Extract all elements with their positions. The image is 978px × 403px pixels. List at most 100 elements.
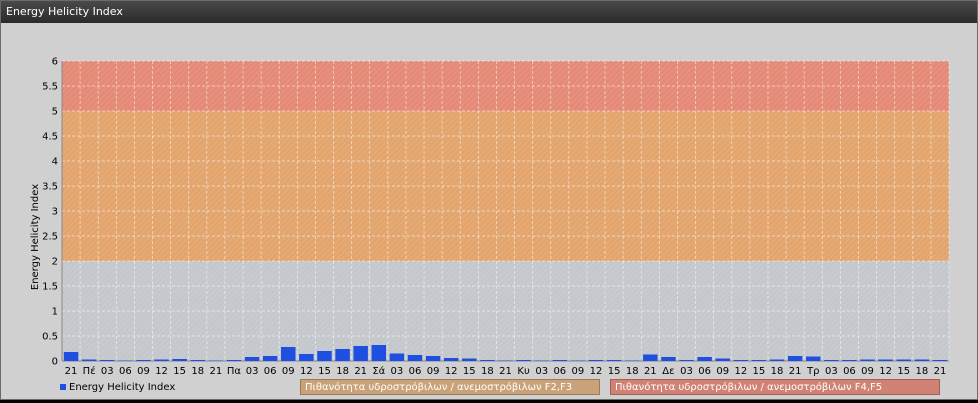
x-tick-label: 06 (119, 366, 132, 377)
bar (824, 360, 839, 361)
y-tick-label: 2 (52, 257, 58, 268)
x-tick-label: 18 (336, 366, 349, 377)
x-tick-label: 21 (210, 366, 223, 377)
x-tick-label: 06 (553, 366, 566, 377)
bar (154, 359, 169, 361)
bar (443, 358, 459, 361)
x-tick-label: 12 (445, 366, 458, 377)
x-tick-label: Τρ (806, 366, 819, 377)
x-tick-label: Σά (372, 365, 385, 377)
x-tick-label: 21 (789, 366, 802, 377)
x-tick-label: 03 (535, 366, 548, 377)
y-tick-label: 1.5 (42, 282, 58, 293)
x-tick-label: 06 (698, 366, 711, 377)
x-tick-label: 15 (608, 366, 621, 377)
legend-band-f4-f5: Πιθανότητα υδροστρόβιλων / ανεμοστρόβιλω… (610, 379, 940, 395)
x-tick-label: Κυ (517, 366, 530, 377)
bar (81, 359, 97, 361)
y-tick-label: 1 (52, 307, 58, 318)
bar (226, 360, 242, 361)
bar (715, 358, 730, 361)
x-tick-label: Πα (227, 366, 242, 377)
bar (860, 359, 875, 361)
x-tick-labels: 21 Πέ 03 06 09 12 15 18 21 Πα 03 06 09 12 15 18 21 Σά 03 06… (65, 365, 947, 377)
y-tick-label: 0.5 (42, 332, 58, 343)
title-bar: Energy Helicity Index (1, 1, 977, 23)
x-tick-label: 06 (264, 366, 277, 377)
x-tick-label: 15 (753, 366, 766, 377)
bar (552, 360, 568, 361)
x-tick-label: 18 (481, 366, 494, 377)
x-tick-label: 03 (825, 366, 838, 377)
bar (769, 359, 785, 361)
bar (516, 360, 531, 361)
bar (63, 352, 79, 361)
bar (172, 359, 187, 361)
chart-svg: 0 0.5 1 1.5 2 2.5 3 3.5 4 4.5 5 5.5 6 21 Πέ 03 06 09 12 15… (30, 57, 950, 377)
bar (787, 356, 803, 361)
bar (733, 360, 749, 361)
x-tick-label: 12 (300, 366, 313, 377)
x-tick-label: 03 (391, 366, 404, 377)
legend-band-f2-f3: Πιθανότητα υδροστρόβιλων / ανεμοστρόβιλω… (300, 379, 600, 395)
bar (878, 359, 893, 361)
bar (643, 354, 658, 361)
bar (842, 360, 857, 361)
x-tick-label: 12 (590, 366, 603, 377)
bar (262, 356, 278, 361)
y-tick-label: 2.5 (42, 232, 58, 243)
x-tick-label: 03 (680, 366, 693, 377)
legend-series: Energy Helicity Index (60, 380, 175, 395)
bar (335, 349, 350, 361)
bar (751, 360, 767, 361)
x-tick-label: 21 (934, 366, 947, 377)
bar (896, 359, 911, 361)
bar (281, 347, 296, 361)
x-tick-label: 09 (137, 366, 150, 377)
x-tick-label: Δε (662, 366, 674, 377)
gridlines (61, 60, 950, 362)
legend-series-label: Energy Helicity Index (69, 382, 176, 393)
y-tick-label: 3.5 (42, 182, 58, 193)
x-tick-label: 09 (572, 366, 585, 377)
x-tick-label: 21 (499, 366, 512, 377)
legend-series-swatch (60, 384, 66, 390)
y-tick-label: 0 (52, 357, 58, 368)
bar (208, 360, 224, 361)
x-tick-label: 03 (246, 366, 259, 377)
band-hatch-2 (62, 61, 949, 111)
bar (570, 360, 586, 361)
band-hatch-0 (62, 261, 949, 361)
bar (299, 354, 314, 361)
bar (932, 360, 948, 361)
bar (118, 360, 133, 361)
x-tick-label: 09 (282, 366, 295, 377)
x-tick-label: 18 (191, 366, 204, 377)
x-tick-label: 21 (354, 366, 367, 377)
y-tick-label: 4.5 (42, 132, 58, 143)
bar (679, 360, 694, 361)
x-tick-label: 15 (463, 366, 476, 377)
x-tick-label: 15 (173, 366, 186, 377)
x-tick-label: 12 (734, 366, 747, 377)
bar (534, 360, 549, 361)
x-tick-label: 18 (626, 366, 639, 377)
x-tick-label: 09 (716, 366, 729, 377)
bar (624, 360, 640, 361)
bar (498, 360, 513, 361)
bar (190, 360, 206, 361)
x-tick-label: 12 (155, 366, 168, 377)
y-tick-label: 5 (52, 107, 58, 118)
y-tick-label: 6 (52, 57, 58, 68)
y-axis-label: Energy Helicity Index (30, 184, 41, 290)
bar (480, 360, 495, 361)
bar (805, 356, 821, 361)
x-tick-label: 09 (861, 366, 874, 377)
y-tick-label: 4 (52, 157, 58, 168)
bar (389, 353, 405, 361)
bar (425, 356, 441, 361)
x-tick-label: 21 (644, 366, 657, 377)
bar (100, 360, 115, 361)
x-tick-label: 09 (427, 366, 440, 377)
